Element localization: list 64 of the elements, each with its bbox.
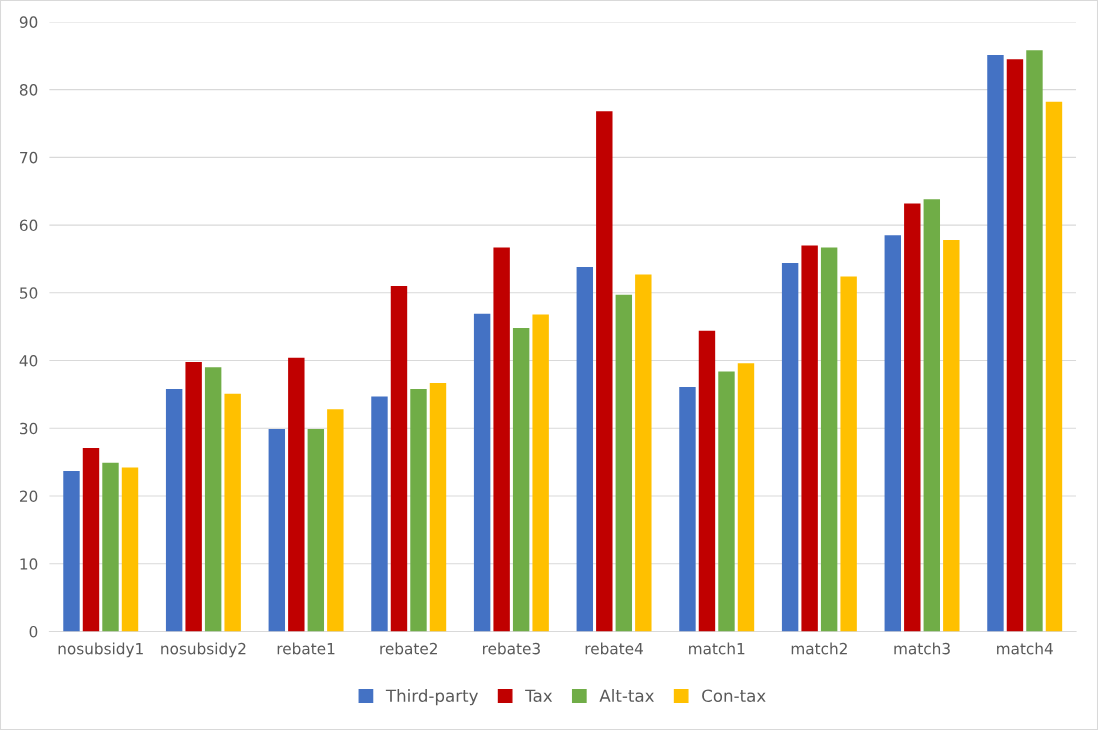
bar — [923, 199, 941, 632]
y-tick-label: 10 — [20, 558, 38, 570]
bar — [410, 388, 427, 632]
bar — [820, 247, 838, 632]
x-tick-label: rebate3 — [483, 642, 540, 655]
bar — [224, 393, 241, 632]
bar — [679, 386, 696, 632]
bar — [987, 55, 1004, 632]
bar — [596, 111, 613, 632]
x-tick-label: match1 — [689, 642, 745, 655]
bar — [371, 396, 388, 632]
bar — [884, 235, 901, 632]
x-tick-label: match4 — [997, 642, 1053, 655]
bar — [1045, 101, 1063, 632]
bar — [327, 409, 344, 632]
bar — [102, 462, 119, 632]
bar — [781, 263, 799, 632]
bar — [288, 357, 305, 632]
bar — [390, 286, 408, 632]
x-tick-label: nosubsidy1 — [58, 642, 143, 658]
bar — [840, 276, 857, 632]
legend-label: Third-party — [385, 689, 478, 706]
bar — [943, 239, 960, 632]
bar — [698, 330, 716, 632]
y-tick-label: 20 — [19, 490, 38, 503]
bar — [718, 371, 735, 632]
y-tick-label: 90 — [19, 16, 38, 28]
x-tick-label: nosubsidy2 — [161, 642, 246, 658]
bar — [635, 274, 652, 632]
bar — [1026, 50, 1043, 632]
bar — [532, 314, 549, 632]
y-tick-label: 0 — [29, 625, 38, 638]
y-tick-label: 80 — [19, 84, 38, 96]
bar — [429, 382, 447, 632]
x-tick-label: rebate4 — [585, 642, 643, 655]
bar — [204, 367, 222, 632]
y-tick-label: 50 — [20, 287, 38, 299]
y-tick-label: 60 — [19, 219, 38, 232]
y-tick-label: 70 — [20, 151, 38, 164]
bar — [576, 267, 594, 632]
bar — [268, 428, 286, 632]
bar — [473, 313, 491, 632]
bar — [121, 467, 139, 632]
bar — [82, 447, 100, 632]
legend-label: Tax — [525, 689, 553, 703]
bar — [185, 361, 202, 632]
bar — [737, 363, 755, 632]
bar — [801, 245, 818, 632]
bar — [615, 294, 633, 632]
x-tick-label: rebate2 — [380, 642, 437, 655]
legend-label: Alt-tax — [599, 689, 654, 703]
bar — [165, 388, 183, 632]
x-tick-label: match2 — [791, 642, 847, 655]
y-tick-label: 30 — [20, 422, 38, 435]
x-tick-label: match3 — [894, 642, 950, 655]
x-tick-label: rebate1 — [277, 642, 335, 655]
bar — [493, 247, 510, 632]
y-tick-label: 40 — [19, 355, 38, 367]
bar — [1006, 59, 1024, 632]
bar — [307, 428, 325, 632]
bar — [512, 328, 530, 632]
bar — [63, 470, 80, 632]
legend-label: Con-tax — [702, 689, 766, 703]
bar — [904, 203, 921, 632]
